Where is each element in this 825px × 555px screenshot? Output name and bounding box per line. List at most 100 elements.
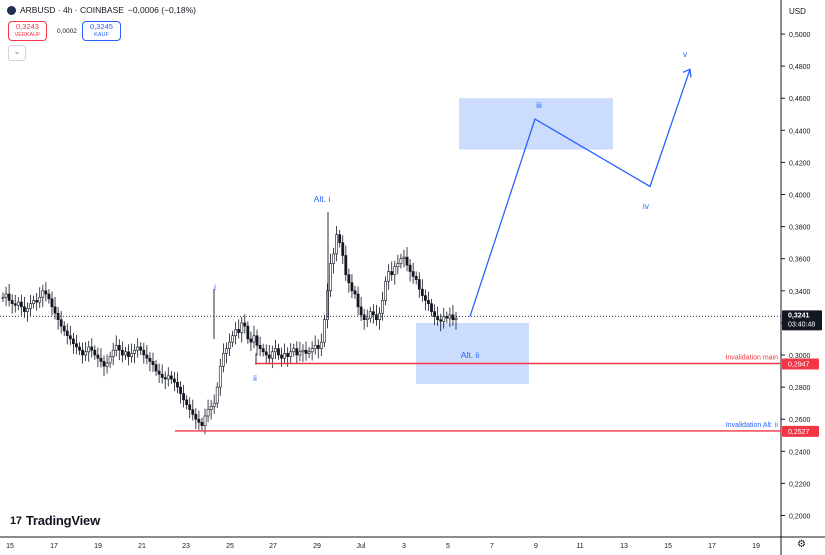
wave-label: i <box>214 282 216 292</box>
candle-body <box>390 271 394 276</box>
coin-logo-icon <box>7 5 16 15</box>
candle-body <box>249 338 253 343</box>
wave-label: ii <box>253 373 257 383</box>
candle-body <box>114 345 118 351</box>
candle-body <box>35 300 39 303</box>
candle-body <box>326 290 329 320</box>
candle-body <box>188 404 192 410</box>
candle-body <box>387 271 391 282</box>
candle-body <box>29 303 32 309</box>
candle-body <box>246 325 250 340</box>
candle-body <box>381 300 384 314</box>
candle-body <box>264 351 268 356</box>
y-tick-label: 0,2600 <box>789 417 811 424</box>
projection-zone <box>459 98 613 150</box>
x-tick-label: 21 <box>138 543 146 550</box>
candle-body <box>368 311 372 319</box>
candle-body <box>87 346 91 353</box>
collapse-legend-button[interactable]: ⌄ <box>8 45 26 61</box>
candle-body <box>50 298 54 308</box>
candle-body <box>136 346 140 351</box>
x-tick-label: 17 <box>708 543 716 550</box>
price-change: −0,0006 (−0,18%) <box>127 5 196 15</box>
candle-body <box>139 346 143 351</box>
candle-body <box>243 322 247 327</box>
candle-body <box>93 349 97 356</box>
buy-button[interactable]: 0,3245 KAUF <box>82 21 121 41</box>
wave-label: v <box>683 49 688 59</box>
candle-body <box>338 234 342 243</box>
candle-body <box>371 311 375 316</box>
y-tick-label: 0,5000 <box>789 32 811 39</box>
x-tick-label: 3 <box>402 543 406 550</box>
candle-body <box>225 348 228 354</box>
candle-body <box>310 348 314 353</box>
candle-body <box>292 348 296 353</box>
invalidation-label: Invalidation main <box>725 355 778 362</box>
candle-body <box>102 361 106 367</box>
price-axis-area[interactable] <box>781 0 825 555</box>
candle-body <box>23 306 26 312</box>
candle-body <box>304 349 308 354</box>
candle-body <box>41 290 45 298</box>
candle-body <box>341 242 345 256</box>
candle-body <box>365 317 369 320</box>
candle-body <box>408 264 412 272</box>
candle-body <box>298 351 302 356</box>
candle-body <box>4 293 8 298</box>
price-badge-text: 0,2947 <box>788 362 810 369</box>
candle-body <box>68 335 72 340</box>
invalidation-label: Invalidation Alt. ii <box>726 422 779 429</box>
candle-body <box>53 306 57 314</box>
candle-body <box>436 316 440 320</box>
candle-body <box>255 335 259 346</box>
buy-price: 0,3245 <box>90 22 113 31</box>
x-tick-label: 7 <box>490 543 494 550</box>
last-price-text: 0,3241 <box>788 312 810 319</box>
candle-body <box>206 409 210 417</box>
countdown-text: 03:40:48 <box>788 321 815 328</box>
candle-body <box>218 365 222 388</box>
candle-body <box>75 343 78 348</box>
candle-body <box>228 341 231 349</box>
symbol-header: ARBUSD · 4h · COINBASE −0,0006 (−0,18%) <box>7 5 196 15</box>
candle-body <box>105 362 109 367</box>
x-tick-label: 15 <box>6 543 14 550</box>
y-tick-label: 0,4000 <box>789 193 811 200</box>
x-tick-label: 19 <box>94 543 102 550</box>
candle-body <box>44 290 48 295</box>
wave-label: iv <box>643 201 650 211</box>
candle-body <box>173 378 176 383</box>
candle-body <box>65 330 69 337</box>
candle-body <box>423 295 427 301</box>
candle-body <box>411 271 415 277</box>
candle-body <box>145 354 149 359</box>
candle-body <box>430 303 433 312</box>
candle-body <box>185 399 189 406</box>
candle-body <box>347 274 351 284</box>
candle-body <box>442 316 446 322</box>
candle-body <box>212 402 216 407</box>
candle-body <box>81 349 84 356</box>
settings-gear-icon[interactable]: ⚙ <box>797 539 806 550</box>
candle-body <box>270 351 274 359</box>
candle-body <box>261 348 265 353</box>
candle-body <box>234 329 238 337</box>
x-tick-label: 15 <box>664 543 672 550</box>
candle-body <box>280 354 283 359</box>
y-tick-label: 0,2800 <box>789 385 811 392</box>
axis-currency[interactable]: USD <box>789 7 806 16</box>
x-tick-label: 25 <box>226 543 234 550</box>
candle-body <box>154 364 158 372</box>
candle-body <box>237 329 241 333</box>
sell-button[interactable]: 0,3243 VERKAUF <box>8 21 47 41</box>
candle-body <box>99 357 103 362</box>
candle-body <box>362 314 366 320</box>
symbol-title[interactable]: ARBUSD · 4h · COINBASE <box>20 5 124 15</box>
candle-body <box>1 296 5 299</box>
candle-body <box>267 354 271 359</box>
candle-body <box>375 314 378 320</box>
projection-zone <box>416 322 529 384</box>
